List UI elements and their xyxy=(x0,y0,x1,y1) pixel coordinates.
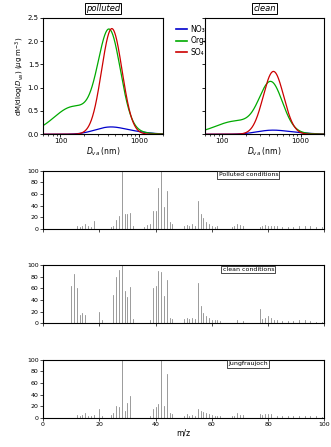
X-axis label: m/z: m/z xyxy=(177,429,191,438)
Y-axis label: dM/dlog($D_{va}$) ($\mu$g m$^{-3}$): dM/dlog($D_{va}$) ($\mu$g m$^{-3}$) xyxy=(14,36,26,116)
Text: clean: clean xyxy=(253,4,276,13)
Text: Jungfraujoch: Jungfraujoch xyxy=(229,362,268,367)
Legend: NO₃, Organic, SO₄: NO₃, Organic, SO₄ xyxy=(172,22,223,60)
X-axis label: $D_{va}$ (nm): $D_{va}$ (nm) xyxy=(247,146,282,158)
Text: polluted: polluted xyxy=(86,4,120,13)
X-axis label: $D_{va}$ (nm): $D_{va}$ (nm) xyxy=(86,146,120,158)
Text: Polluted conditions: Polluted conditions xyxy=(218,173,278,177)
Text: clean conditions: clean conditions xyxy=(223,267,274,272)
